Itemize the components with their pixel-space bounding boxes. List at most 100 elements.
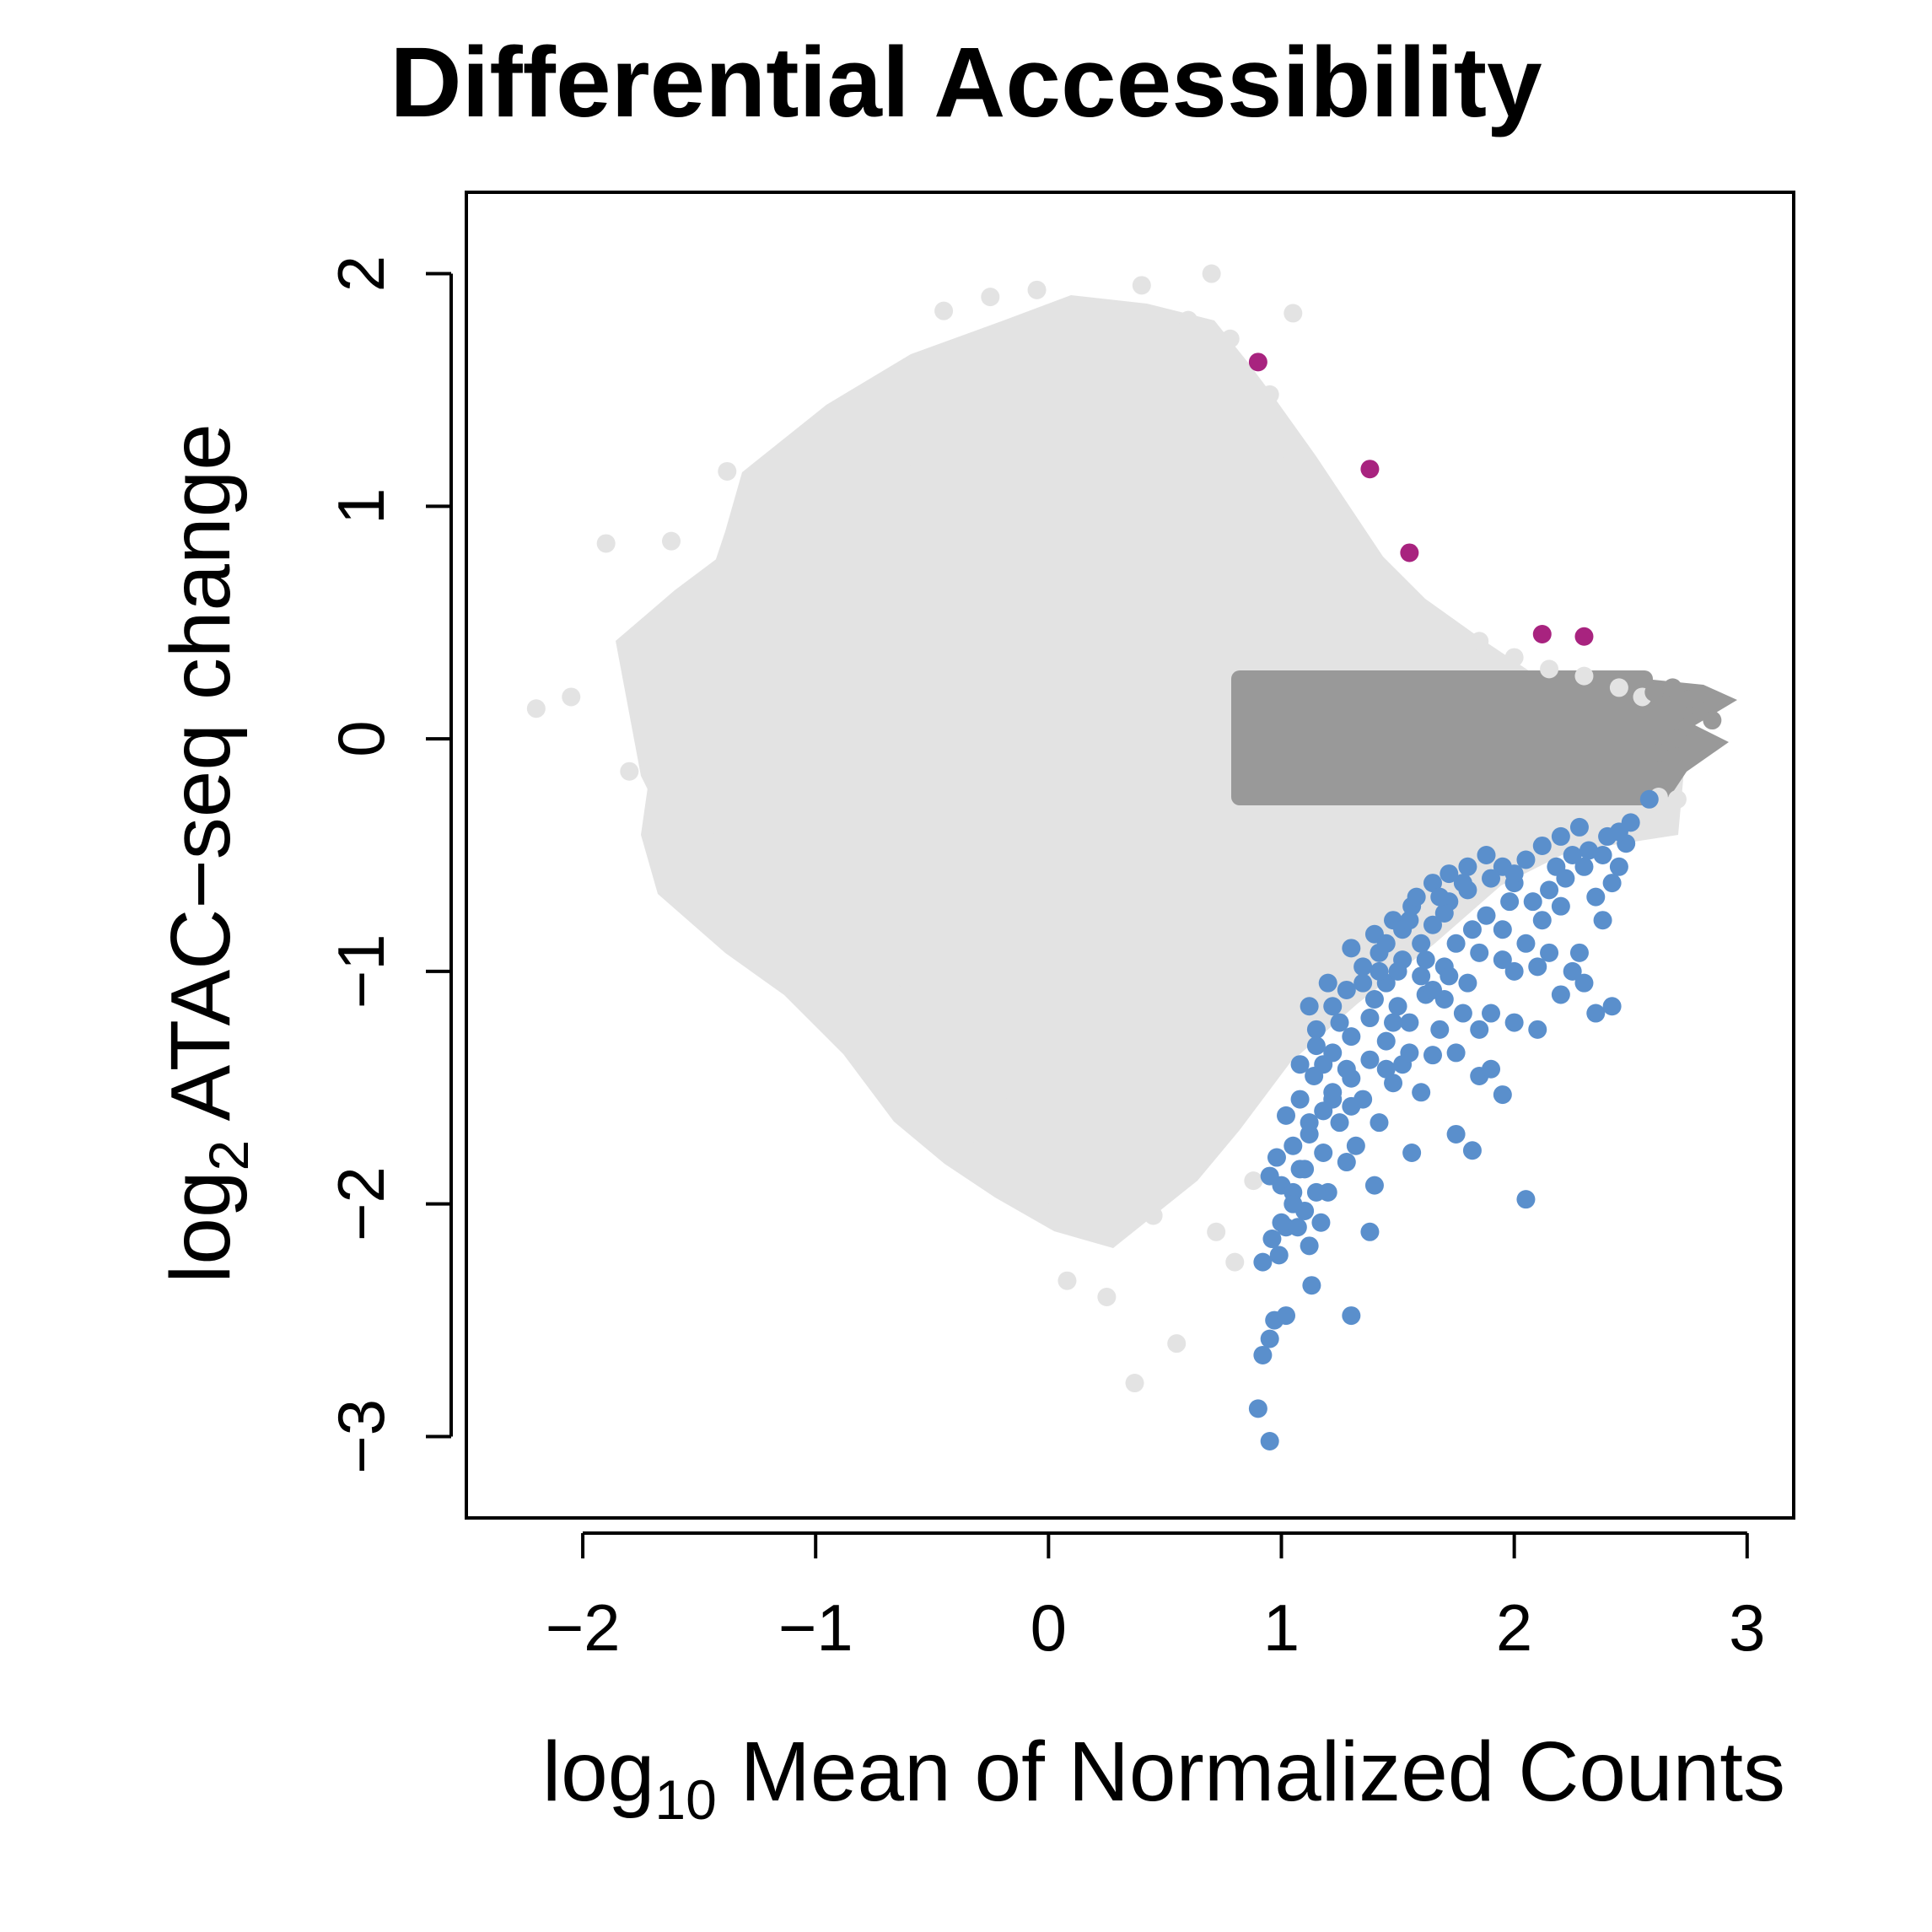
not_significant-point [887,985,907,1004]
y-tick-label: −1 [324,934,398,1009]
y-tick-label: 2 [324,256,398,292]
decreased-point [1300,1236,1319,1256]
decreased-point [1311,1213,1331,1232]
not_significant-point [904,464,923,483]
decreased-point [1569,817,1589,837]
not_significant-point [1039,1185,1058,1204]
decreased-point [1493,920,1512,939]
chart-title: Differential Accessibility [390,27,1542,138]
decreased-point [1407,887,1426,907]
y-axis-label-subscript: 2 [197,1140,260,1171]
not_significant-point [853,961,872,981]
decreased-point [1337,1153,1356,1172]
cloud-left [616,523,810,877]
dense_center-point [1644,682,1664,702]
decreased-point [1593,911,1612,930]
decreased-point [1337,980,1356,999]
not_significant-point [1027,280,1047,299]
decreased-point [1248,1399,1267,1418]
decreased-point [1260,1431,1279,1450]
decreased-point [1384,1013,1403,1032]
decreased-point [1609,822,1628,842]
not_significant-point [1062,380,1081,400]
y-axis-label-rest: ATAC−seq change [153,423,248,1140]
decreased-point [1323,1090,1343,1109]
not_significant-point [981,288,1000,307]
decreased-point [1330,1013,1349,1032]
decreased-point [1470,943,1489,962]
decreased-point [1269,1246,1289,1265]
decreased-point [1400,1013,1419,1032]
not_significant-point [1220,329,1240,348]
not_significant-point [620,761,639,781]
plot-frame [465,191,1795,1520]
decreased-point [1602,997,1622,1016]
decreased-point [1532,911,1552,930]
decreased-point [1423,915,1442,934]
not_significant-point [1132,276,1151,295]
dense_center-point [1679,690,1698,709]
y-tick-label: −3 [324,1399,398,1474]
decreased-point [1346,1136,1365,1155]
not_significant-point [1155,450,1175,470]
not_significant-point [923,1020,942,1039]
decreased-point [1462,920,1482,939]
decreased-point [1342,1096,1361,1116]
decreased-point [1388,961,1407,981]
not_significant-point [806,509,826,528]
dense_center-point [1649,743,1668,762]
decreased-point [1563,961,1582,981]
decreased-point [1609,857,1628,876]
decreased-point [1412,1083,1431,1102]
not_significant-point [1144,1206,1163,1225]
decreased-point [1360,1050,1380,1069]
x-tick-label: 0 [1031,1590,1067,1665]
decreased-point [1574,857,1594,876]
decreased-point [1482,1004,1501,1023]
not_significant-point [1284,304,1303,323]
not_significant-point [945,1074,965,1093]
decreased-point [1300,997,1319,1016]
decreased-point [1586,1004,1606,1023]
not_significant-point [718,461,737,481]
not_significant-point [1342,585,1361,605]
decreased-point [1493,1085,1512,1105]
decreased-point [1314,1055,1333,1074]
not_significant-point [1109,310,1128,330]
x-tick-label: 3 [1729,1590,1765,1665]
decreased-point [1306,1182,1326,1202]
decreased-point [1376,1059,1396,1079]
not_significant-point [829,896,848,916]
not_significant-point [1667,789,1687,809]
decreased-point [1551,985,1570,1004]
not_significant-point [1237,404,1257,422]
decreased-point [1440,864,1459,884]
y-tick-label: 0 [324,720,398,756]
not_significant-point [934,301,954,320]
not_significant-point [1272,439,1291,458]
not_significant-point [1085,334,1105,353]
decreased-point [1360,1009,1380,1028]
increased-point [1532,625,1552,643]
decreased-point [1482,869,1501,888]
decreased-point [1453,874,1472,893]
decreased-point [1400,1043,1419,1063]
not_significant-point [1167,1334,1187,1353]
decreased-point [1253,1252,1273,1272]
not_significant-point [1470,632,1489,651]
not_significant-point [1574,666,1594,686]
decreased-point [1342,939,1361,958]
decreased-point [1416,950,1435,970]
dense-center-tail [1644,679,1737,801]
not_significant-point [993,1096,1012,1116]
not_significant-point [957,427,977,446]
decreased-point [1458,857,1477,876]
decreased-point [1423,1046,1442,1065]
decreased-point [1253,1345,1273,1364]
not_significant-point [1318,525,1337,544]
decreased-point [1314,1144,1333,1163]
decreased-point [1400,911,1419,930]
decreased-point [1532,836,1552,855]
y-tick-label: 1 [324,488,398,525]
decreased-point [1446,1043,1466,1063]
